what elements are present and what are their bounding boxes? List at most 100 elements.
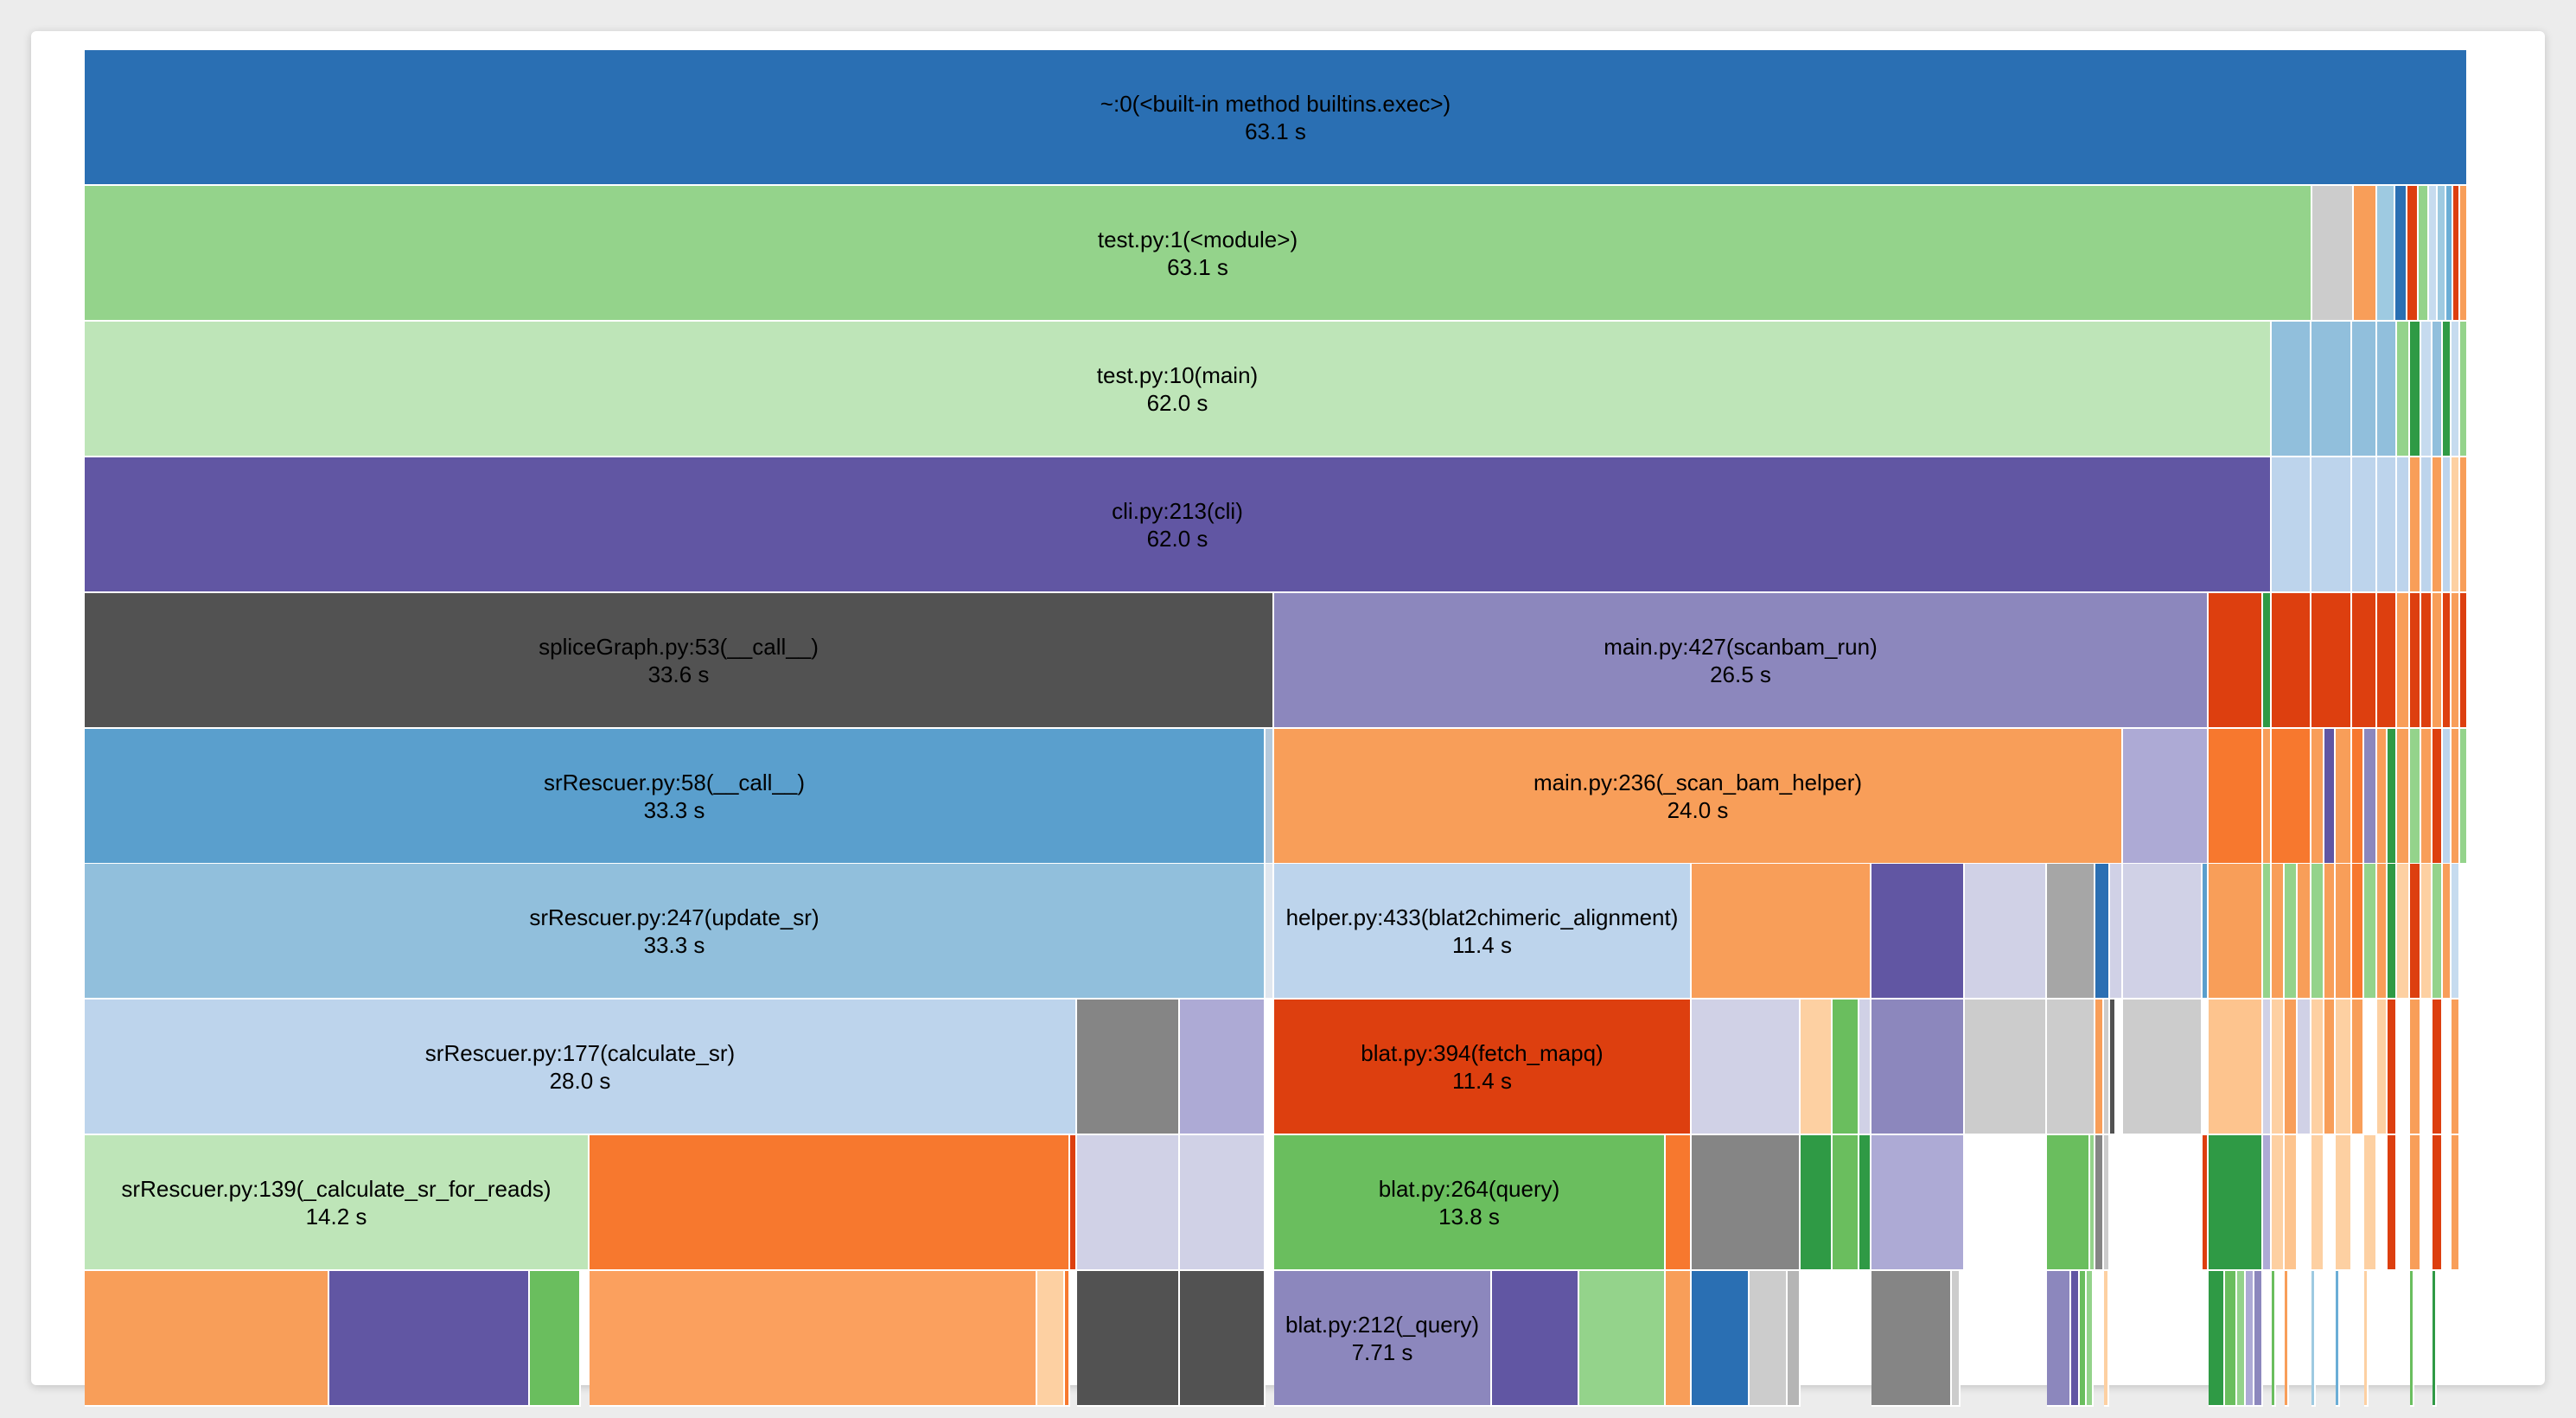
frame-block[interactable] <box>2209 864 2263 1000</box>
frame-block[interactable] <box>329 1271 530 1407</box>
frame-block[interactable] <box>2311 593 2352 729</box>
frame-block[interactable] <box>1801 1000 1833 1135</box>
frame-block[interactable] <box>2443 593 2452 729</box>
frame-block[interactable] <box>2446 186 2453 322</box>
frame-block[interactable] <box>2209 1000 2263 1135</box>
frame-block[interactable] <box>2254 1271 2263 1407</box>
frame-block[interactable] <box>2388 864 2397 1000</box>
frame-block[interactable] <box>2263 1135 2272 1271</box>
frame-block[interactable] <box>2047 1000 2095 1135</box>
frame-block[interactable] <box>2460 457 2468 593</box>
frame-block[interactable] <box>2352 322 2377 457</box>
frame-block[interactable] <box>2095 1135 2104 1271</box>
frame-cli-py-213-cli[interactable]: cli.py:213(cli) 62.0 s <box>85 457 2272 593</box>
frame-block[interactable] <box>2388 729 2397 865</box>
frame-block[interactable] <box>2364 1135 2377 1271</box>
frame-block[interactable] <box>2123 1000 2203 1135</box>
frame-block[interactable] <box>2388 1135 2397 1271</box>
frame-block[interactable] <box>2410 1000 2421 1135</box>
frame-block[interactable] <box>1833 1135 1859 1271</box>
frame-block[interactable] <box>2410 322 2421 457</box>
frame-block[interactable] <box>2272 322 2311 457</box>
frame-block[interactable] <box>2452 457 2460 593</box>
frame-block[interactable] <box>2209 593 2263 729</box>
frame-block[interactable] <box>2095 1000 2104 1135</box>
frame-block[interactable] <box>1666 1271 1692 1407</box>
frame-block[interactable] <box>2071 1271 2080 1407</box>
frame-block[interactable] <box>2433 1000 2443 1135</box>
frame-block[interactable] <box>2298 864 2311 1000</box>
frame-block[interactable] <box>2272 1000 2285 1135</box>
frame-block[interactable] <box>2336 1000 2352 1135</box>
frame-block[interactable] <box>1077 1000 1180 1135</box>
frame-block[interactable] <box>2421 1000 2433 1135</box>
frame-splicegraph-py-53-call[interactable]: spliceGraph.py:53(__call__) 33.6 s <box>85 593 1274 729</box>
frame-block[interactable] <box>2421 322 2433 457</box>
frame-block[interactable] <box>2352 1000 2364 1135</box>
frame-block[interactable] <box>1801 1135 1833 1271</box>
frame-block[interactable] <box>2377 593 2397 729</box>
frame-block[interactable] <box>2110 1000 2116 1135</box>
frame-block[interactable] <box>2298 1000 2311 1135</box>
frame-block[interactable] <box>2421 729 2433 865</box>
frame-block[interactable] <box>2209 729 2263 865</box>
frame-block[interactable] <box>2421 593 2433 729</box>
frame-block[interactable] <box>2272 729 2311 865</box>
frame-block[interactable] <box>2285 864 2298 1000</box>
frame-block[interactable] <box>2410 593 2421 729</box>
frame-block[interactable] <box>2460 864 2468 1000</box>
frame-block[interactable] <box>2311 457 2352 593</box>
frame-block[interactable] <box>2285 1271 2289 1407</box>
frame-block[interactable] <box>1692 1135 1801 1271</box>
frame-block[interactable] <box>2364 864 2377 1000</box>
frame-block[interactable] <box>2429 186 2438 322</box>
frame-block[interactable] <box>1077 1135 1180 1271</box>
frame-block[interactable] <box>2460 186 2468 322</box>
frame-block[interactable] <box>2311 1271 2316 1407</box>
frame-srrescuer-py-139-calculate-sr-for-reads[interactable]: srRescuer.py:139(_calculate_sr_for_reads… <box>85 1135 590 1271</box>
frame-block[interactable] <box>2397 322 2410 457</box>
frame-test-py-10-main[interactable]: test.py:10(main) 62.0 s <box>85 322 2272 457</box>
frame-block[interactable] <box>1965 864 2047 1000</box>
frame-block[interactable] <box>2388 1000 2397 1135</box>
frame-srrescuer-py-177-calculate-sr[interactable]: srRescuer.py:177(calculate_sr) 28.0 s <box>85 1000 1077 1135</box>
frame-block[interactable] <box>2395 186 2407 322</box>
frame-block[interactable] <box>2433 322 2443 457</box>
frame-block[interactable] <box>2364 729 2377 865</box>
frame-block[interactable] <box>2203 1135 2209 1271</box>
frame-block[interactable] <box>2433 1135 2443 1271</box>
frame-block[interactable] <box>2090 1135 2095 1271</box>
frame-block[interactable] <box>2397 1000 2410 1135</box>
frame-block[interactable] <box>2324 1135 2336 1271</box>
frame-block[interactable] <box>2397 457 2410 593</box>
frame-block[interactable] <box>2452 1135 2460 1271</box>
frame-block[interactable] <box>2263 593 2272 729</box>
frame-block[interactable] <box>1750 1271 1788 1407</box>
frame-block[interactable] <box>1859 1135 1871 1271</box>
frame-block[interactable] <box>2443 1000 2452 1135</box>
frame-block[interactable] <box>1180 1135 1266 1271</box>
frame-block[interactable] <box>2364 1000 2377 1135</box>
frame-block[interactable] <box>2110 864 2123 1000</box>
frame-block[interactable] <box>2377 322 2397 457</box>
frame-block[interactable] <box>2311 1135 2324 1271</box>
frame-block[interactable] <box>2311 1000 2324 1135</box>
frame-block[interactable] <box>2336 1271 2340 1407</box>
frame-block[interactable] <box>1180 1271 1266 1407</box>
frame-block[interactable] <box>2377 1000 2388 1135</box>
frame-block[interactable] <box>2352 864 2364 1000</box>
frame-block[interactable] <box>2080 1271 2087 1407</box>
frame-block[interactable] <box>1180 1000 1266 1135</box>
frame-block[interactable] <box>2336 864 2352 1000</box>
frame-block[interactable] <box>2123 729 2209 865</box>
frame-block[interactable] <box>1859 1000 1871 1135</box>
frame-block[interactable] <box>2095 864 2110 1000</box>
frame-block[interactable] <box>2311 322 2352 457</box>
frame-block[interactable] <box>2311 729 2324 865</box>
frame-block[interactable] <box>2407 186 2419 322</box>
frame-block[interactable] <box>2209 1135 2263 1271</box>
frame-block[interactable] <box>2452 729 2460 865</box>
frame-block[interactable] <box>2324 1000 2336 1135</box>
frame-block[interactable] <box>2377 186 2395 322</box>
frame-block[interactable] <box>2397 593 2410 729</box>
